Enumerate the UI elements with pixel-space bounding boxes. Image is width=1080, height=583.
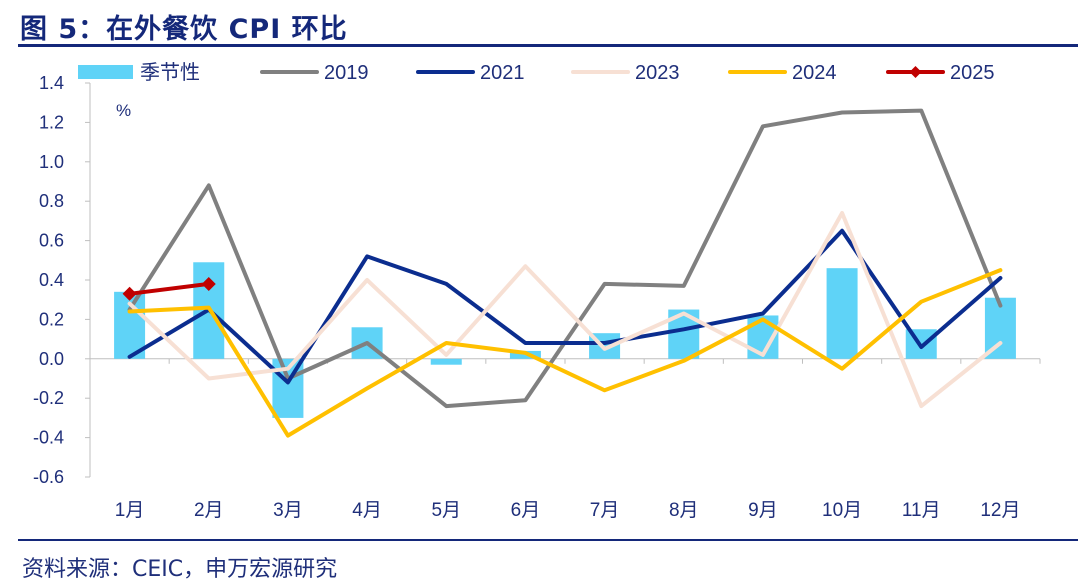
x-tick-label: 8月 [669, 500, 699, 521]
y-axis-unit: % [116, 101, 131, 120]
y-tick-label: -0.6 [33, 467, 64, 487]
series-line-2024 [127, 268, 1003, 438]
point-2025 [201, 276, 216, 291]
y-tick-label: 0.2 [39, 309, 64, 329]
bar-seasonal [984, 297, 1016, 359]
figure-title: 图 5：在外餐饮 CPI 环比 [20, 14, 348, 45]
y-tick-label: 1.2 [39, 112, 64, 132]
series-line-2025 [127, 281, 211, 296]
x-tick-label: 1月 [115, 500, 145, 521]
title-rule [18, 44, 1078, 47]
legend-label-季节性: 季节性 [140, 61, 200, 84]
bottom-rule [18, 539, 1078, 541]
legend-marker-2025 [909, 66, 922, 78]
bar-seasonal [430, 358, 462, 365]
legend-label-2024: 2024 [792, 62, 837, 84]
x-tick-label: 12月 [980, 500, 1020, 521]
point-2025 [122, 286, 137, 301]
x-tick-label: 5月 [431, 500, 461, 521]
x-tick-label: 2月 [194, 500, 224, 521]
y-tick-label: 1.4 [39, 73, 64, 93]
y-tick-label: 0.4 [39, 270, 64, 290]
y-tick-label: 0.0 [39, 349, 64, 369]
y-tick-label: 0.6 [39, 231, 64, 251]
y-tick-label: 0.8 [39, 191, 64, 211]
x-tick-label: 3月 [273, 500, 303, 521]
legend-swatch-季节性 [78, 65, 133, 79]
x-tick-label: 7月 [590, 500, 620, 521]
chart: -0.6 -0.4 -0.2 0.0 0.2 0.4 0.6 0.8 1.0 1.2 1.4% 1月 2… [33, 61, 1041, 521]
x-tick-label: 10月 [822, 500, 862, 521]
y-tick-label: 1.0 [39, 152, 64, 172]
x-tick-label: 4月 [352, 500, 382, 521]
x-tick-label: 6月 [511, 500, 541, 521]
y-tick-label: -0.4 [33, 428, 64, 448]
series-line-2023 [127, 211, 1003, 409]
x-tick-label: 11月 [902, 500, 941, 521]
legend-label-2021: 2021 [480, 62, 525, 84]
source-note: 资料来源：CEIC，申万宏源研究 [22, 557, 338, 582]
bar-seasonal [826, 268, 858, 359]
x-tick-label: 9月 [748, 500, 778, 521]
y-tick-label: -0.2 [33, 388, 64, 408]
legend-label-2019: 2019 [324, 62, 369, 84]
legend-label-2025: 2025 [950, 62, 995, 84]
legend-label-2023: 2023 [635, 62, 680, 84]
